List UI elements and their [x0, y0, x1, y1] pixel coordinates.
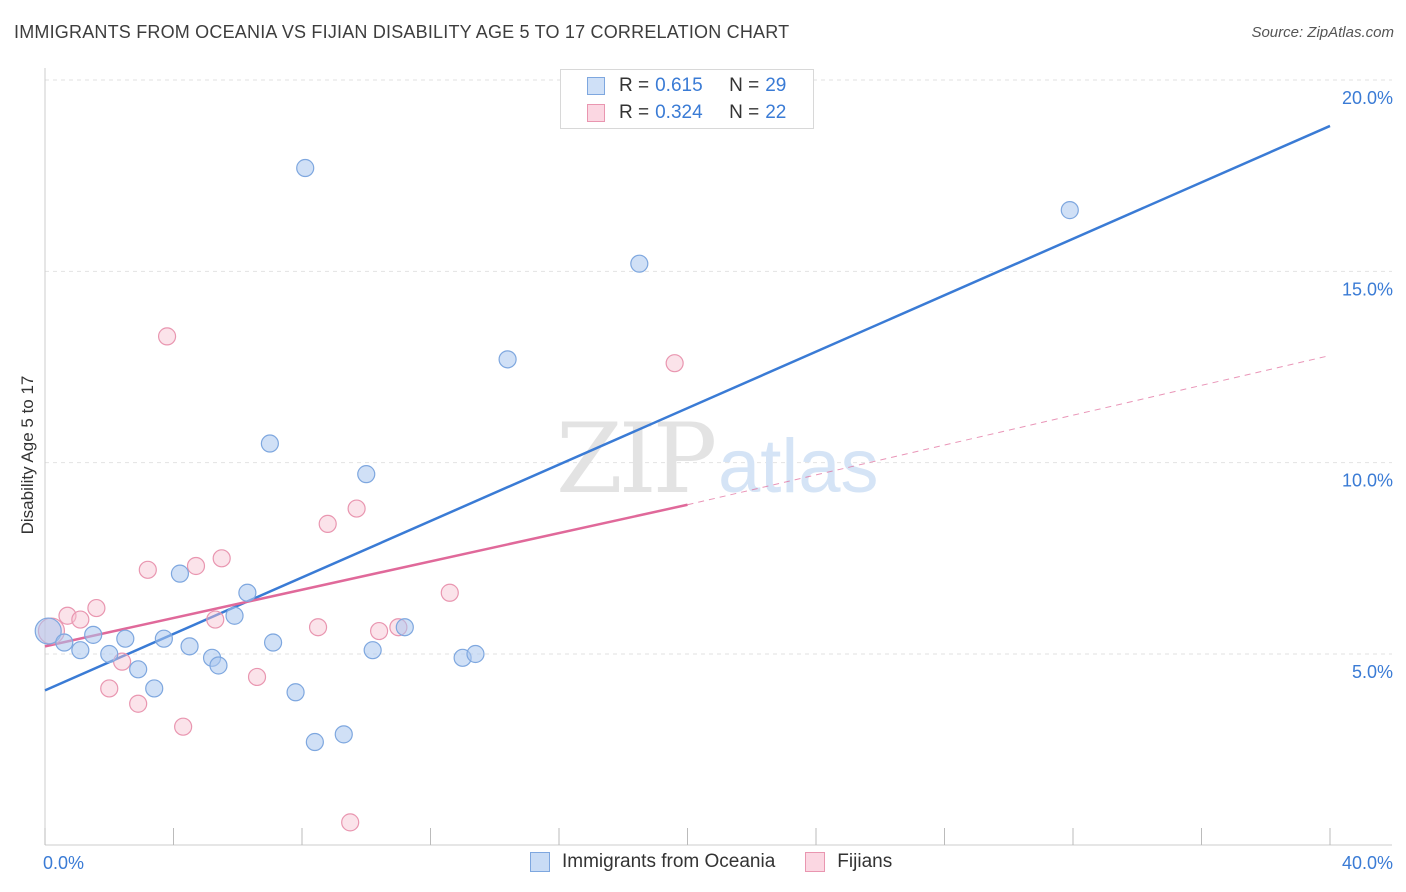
- data-point-oceania: [154, 629, 173, 648]
- data-point-oceania: [498, 350, 517, 369]
- legend-swatch-fijians: [805, 852, 826, 872]
- watermark: ZIP atlas: [556, 403, 879, 515]
- watermark-atlas: atlas: [718, 424, 879, 509]
- n-label: N =: [729, 75, 760, 96]
- data-point-oceania: [263, 633, 283, 652]
- n-value: 22: [765, 102, 787, 123]
- series-legend: Immigrants from Oceania Fijians: [530, 851, 922, 873]
- legend-item-fijians[interactable]: Fijians: [805, 851, 892, 873]
- data-point-fijians: [206, 610, 225, 629]
- data-point-oceania: [34, 617, 62, 645]
- r-label: R =: [619, 102, 650, 123]
- data-point-fijians: [347, 499, 366, 518]
- data-point-oceania: [55, 633, 74, 652]
- data-point-fijians: [247, 667, 267, 687]
- data-point-oceania: [100, 644, 119, 664]
- data-point-fijians: [129, 694, 148, 713]
- n-value: 29: [765, 75, 787, 96]
- data-point-oceania: [357, 465, 376, 484]
- trend-line-fijians: [44, 503, 688, 648]
- legend-swatch-oceania: [530, 852, 550, 872]
- legend-row-oceania: R = 0.615 N = 29: [587, 73, 786, 99]
- data-point-oceania: [260, 434, 279, 453]
- x-tick-label-min: 0.0%: [43, 853, 84, 873]
- data-point-fijians: [157, 327, 177, 346]
- data-point-fijians: [138, 560, 157, 579]
- legend-label-oceania: Immigrants from Oceania: [562, 851, 776, 872]
- legend-row-fijians: R = 0.324 N = 22: [587, 100, 786, 126]
- y-tick-label: 5.0%: [1352, 662, 1393, 682]
- data-point-oceania: [630, 254, 649, 273]
- y-tick-label: 10.0%: [1342, 471, 1393, 491]
- watermark-zip: ZIP: [556, 403, 715, 515]
- data-point-oceania: [145, 679, 164, 698]
- data-point-oceania: [363, 641, 382, 660]
- data-point-fijians: [308, 618, 328, 637]
- data-point-fijians: [100, 679, 119, 698]
- data-point-fijians: [174, 717, 193, 736]
- data-point-fijians: [440, 583, 459, 602]
- chart-title: IMMIGRANTS FROM OCEANIA VS FIJIAN DISABI…: [14, 22, 790, 42]
- trend-line-oceania: [44, 124, 1331, 692]
- data-point-oceania: [225, 606, 244, 625]
- n-label: N =: [729, 102, 760, 123]
- legend-label-fijians: Fijians: [837, 851, 893, 872]
- scatter-points: [34, 158, 1079, 832]
- data-point-fijians: [341, 813, 360, 832]
- data-point-fijians: [186, 556, 206, 576]
- data-point-fijians: [212, 549, 231, 568]
- data-point-oceania: [238, 583, 257, 602]
- data-point-oceania: [305, 732, 324, 752]
- r-value: 0.615: [655, 75, 703, 96]
- y-tick-label: 15.0%: [1342, 279, 1393, 299]
- data-point-oceania: [296, 158, 315, 178]
- data-point-oceania: [334, 725, 353, 744]
- data-point-fijians: [318, 514, 337, 533]
- data-point-oceania: [129, 660, 148, 679]
- legend-item-oceania[interactable]: Immigrants from Oceania: [530, 851, 775, 873]
- source-label: Source: ZipAtlas.com: [1251, 24, 1394, 41]
- data-point-oceania: [286, 683, 305, 702]
- data-point-oceania: [116, 629, 135, 648]
- y-tick-label: 20.0%: [1342, 88, 1393, 108]
- data-point-fijians: [665, 354, 684, 373]
- legend-swatch-oceania: [587, 77, 605, 95]
- tick-labels: 5.0% 10.0% 15.0% 20.0% 0.0% 40.0%: [43, 88, 1393, 873]
- r-value: 0.324: [655, 102, 703, 123]
- data-point-oceania: [170, 564, 190, 583]
- data-point-oceania: [209, 656, 228, 675]
- data-point-oceania: [1060, 201, 1079, 220]
- trend-lines: [44, 124, 1331, 692]
- correlation-legend: R = 0.615 N = 29 R = 0.324 N = 22: [560, 69, 814, 129]
- legend-swatch-fijians: [587, 104, 605, 122]
- x-tick-label-max: 40.0%: [1342, 853, 1393, 873]
- data-point-oceania: [395, 618, 414, 637]
- axes: [44, 68, 1392, 846]
- r-label: R =: [619, 75, 650, 96]
- data-point-oceania: [84, 625, 103, 644]
- data-point-oceania: [71, 641, 90, 660]
- data-point-fijians: [71, 610, 90, 629]
- gridlines: [45, 79, 1392, 655]
- data-point-oceania: [180, 637, 199, 656]
- data-point-oceania: [466, 644, 485, 664]
- data-point-fijians: [370, 621, 389, 641]
- data-point-fijians: [87, 598, 106, 618]
